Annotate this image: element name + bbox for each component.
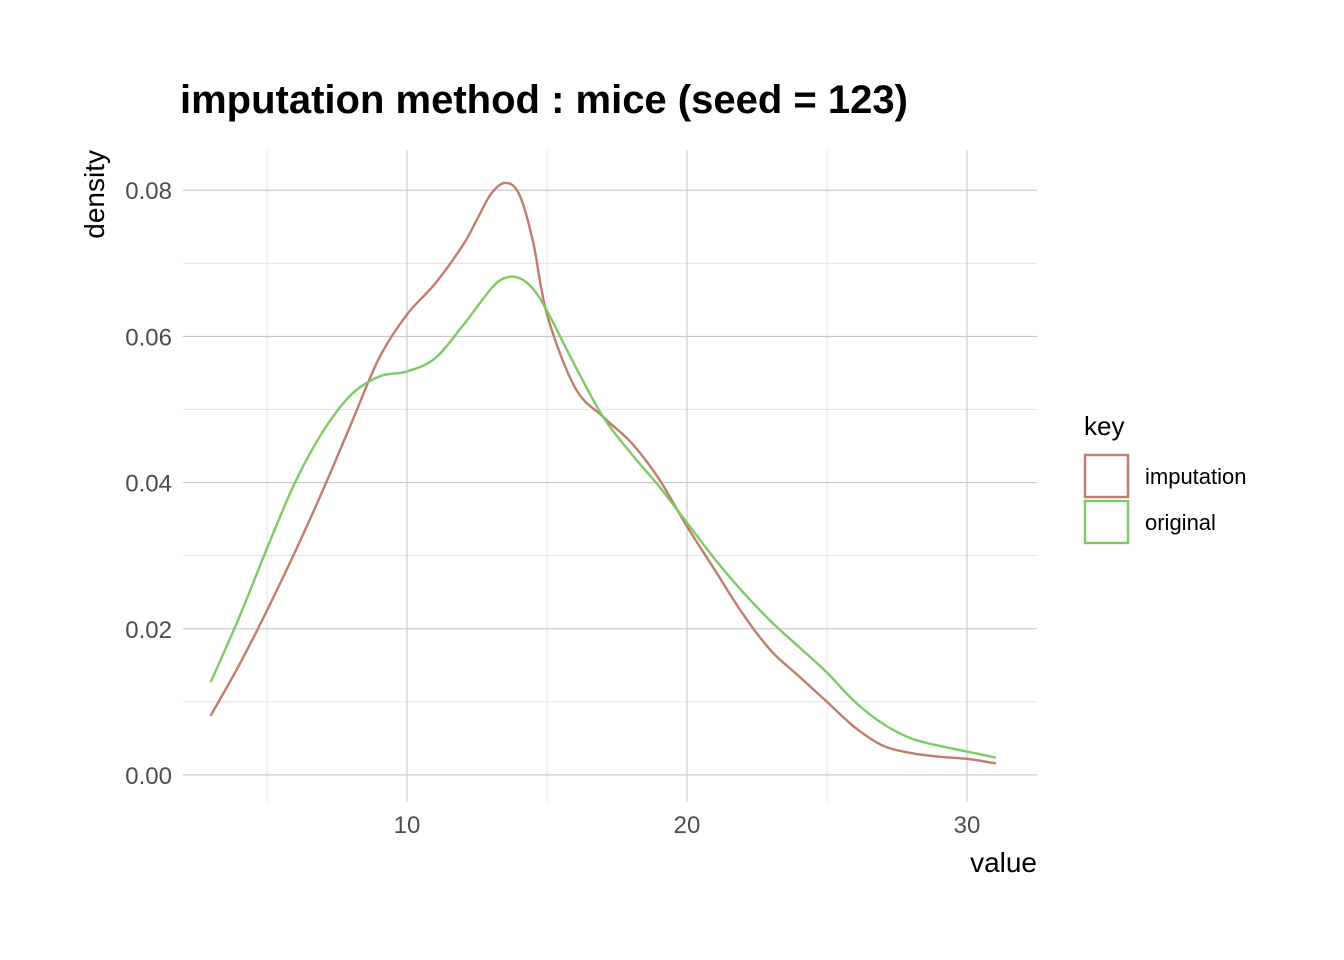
legend-items: imputation original [1083, 453, 1247, 545]
chart-title: imputation method : mice (seed = 123) [180, 78, 908, 122]
minor-gridlines [183, 150, 1037, 802]
legend: key imputation original [1083, 411, 1247, 545]
legend-key-original [1083, 499, 1130, 545]
y-tick-label: 0.06 [125, 324, 172, 351]
legend-label-imputation: imputation [1145, 464, 1247, 489]
plot-panel [183, 150, 1037, 802]
legend-title: key [1084, 411, 1124, 441]
legend-key-imputation [1083, 453, 1130, 499]
y-axis-title: density [79, 150, 110, 239]
x-axis-title: value [970, 847, 1037, 878]
y-axis-tick-labels: 0.00 0.02 0.04 0.06 0.08 [125, 178, 172, 790]
legend-item-imputation: imputation [1083, 453, 1247, 499]
major-gridlines [183, 150, 1037, 802]
y-tick-label: 0.00 [125, 763, 172, 790]
series-line-imputation [209, 181, 997, 765]
x-axis-tick-labels: 10 20 30 [394, 812, 981, 839]
series-line-original [209, 275, 997, 759]
y-tick-label: 0.08 [125, 178, 172, 205]
y-tick-label: 0.04 [125, 471, 172, 498]
legend-label-original: original [1145, 510, 1216, 535]
x-tick-label: 10 [394, 812, 421, 839]
y-tick-label: 0.02 [125, 617, 172, 644]
legend-item-original: original [1083, 499, 1216, 545]
x-tick-label: 20 [674, 812, 701, 839]
x-tick-label: 30 [954, 812, 981, 839]
series-lines [209, 181, 997, 765]
